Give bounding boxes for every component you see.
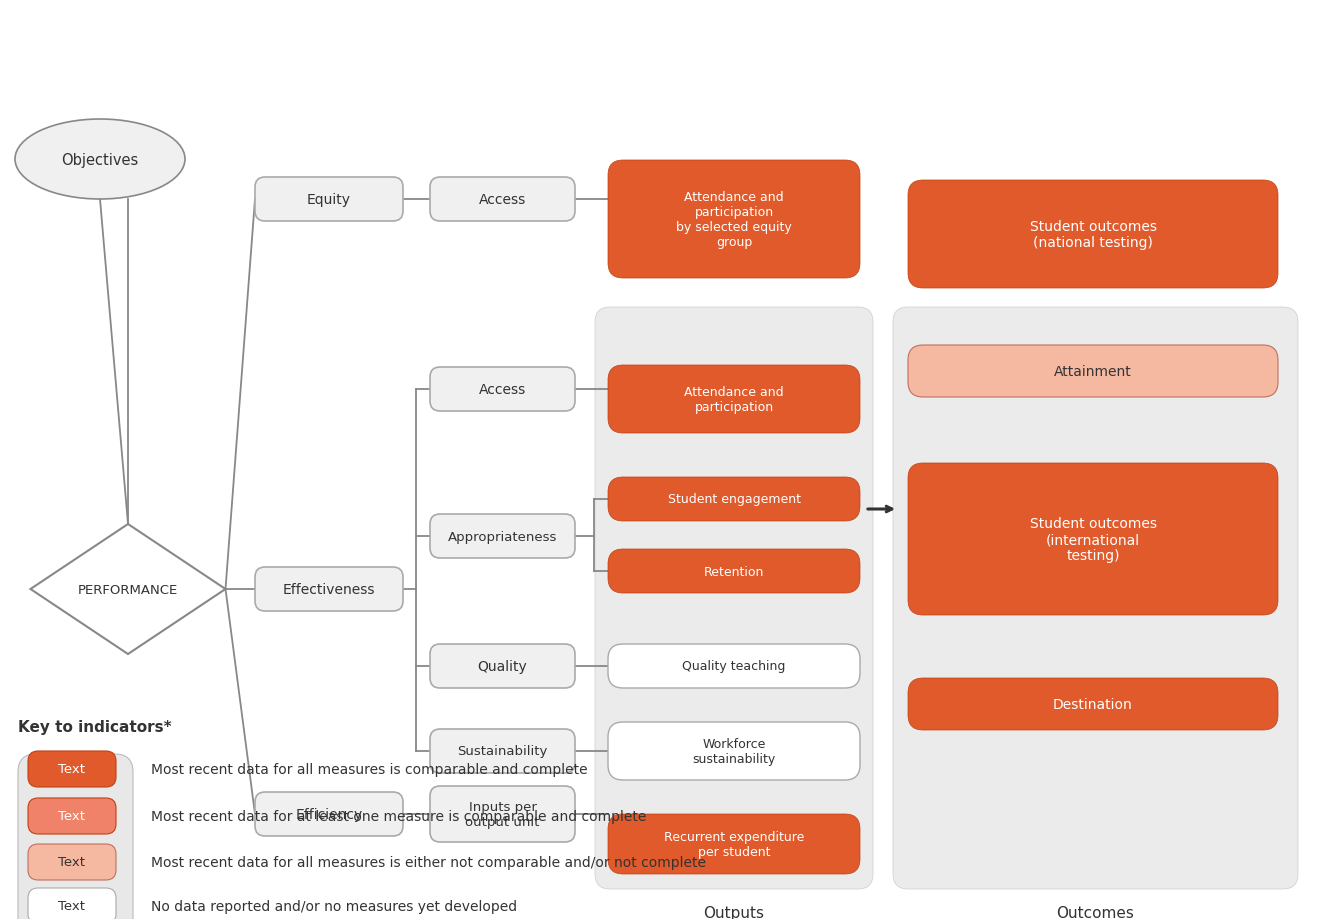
FancyBboxPatch shape <box>908 463 1279 616</box>
FancyBboxPatch shape <box>254 567 403 611</box>
FancyBboxPatch shape <box>431 368 575 412</box>
Text: Most recent data for at least one measure is comparable and complete: Most recent data for at least one measur… <box>151 809 647 823</box>
Text: Text: Text <box>58 856 86 868</box>
Text: Recurrent expenditure
per student: Recurrent expenditure per student <box>664 830 804 858</box>
Text: No data reported and/or no measures yet developed: No data reported and/or no measures yet … <box>151 899 517 913</box>
Text: Attendance and
participation: Attendance and participation <box>684 386 784 414</box>
FancyBboxPatch shape <box>431 729 575 773</box>
Text: Student outcomes
(national testing): Student outcomes (national testing) <box>1030 220 1157 250</box>
FancyBboxPatch shape <box>608 814 860 874</box>
Text: Access: Access <box>478 382 526 397</box>
FancyBboxPatch shape <box>254 792 403 836</box>
FancyBboxPatch shape <box>28 888 117 919</box>
Text: Destination: Destination <box>1053 698 1133 711</box>
Text: PERFORMANCE: PERFORMANCE <box>78 583 178 596</box>
Ellipse shape <box>15 119 186 199</box>
FancyBboxPatch shape <box>431 786 575 842</box>
FancyBboxPatch shape <box>28 798 117 834</box>
Text: Access: Access <box>478 193 526 207</box>
Text: Effectiveness: Effectiveness <box>282 583 375 596</box>
Text: Text: Text <box>58 763 86 776</box>
FancyBboxPatch shape <box>431 644 575 688</box>
FancyBboxPatch shape <box>908 181 1279 289</box>
Text: Outcomes: Outcomes <box>1056 905 1134 919</box>
FancyBboxPatch shape <box>431 177 575 221</box>
Text: Sustainability: Sustainability <box>457 744 547 757</box>
Text: Attendance and
participation
by selected equity
group: Attendance and participation by selected… <box>676 191 792 249</box>
FancyBboxPatch shape <box>608 161 860 278</box>
Text: Key to indicators*: Key to indicators* <box>19 720 172 734</box>
Text: Efficiency: Efficiency <box>295 807 363 821</box>
Text: Outputs: Outputs <box>704 905 765 919</box>
FancyBboxPatch shape <box>28 751 117 788</box>
Text: Retention: Retention <box>704 565 765 578</box>
FancyBboxPatch shape <box>608 722 860 780</box>
Text: Attainment: Attainment <box>1055 365 1132 379</box>
Text: Most recent data for all measures is comparable and complete: Most recent data for all measures is com… <box>151 762 587 777</box>
Text: Quality: Quality <box>477 659 527 674</box>
Text: Equity: Equity <box>307 193 351 207</box>
FancyBboxPatch shape <box>893 308 1298 889</box>
FancyBboxPatch shape <box>28 844 117 880</box>
Text: Objectives: Objectives <box>61 153 139 167</box>
FancyBboxPatch shape <box>608 366 860 434</box>
Text: Quality teaching: Quality teaching <box>682 660 786 673</box>
Text: Most recent data for all measures is either not comparable and/or not complete: Most recent data for all measures is eit… <box>151 855 706 869</box>
Text: Student engagement: Student engagement <box>668 493 800 506</box>
Text: Text: Text <box>58 900 86 913</box>
Text: Workforce
sustainability: Workforce sustainability <box>693 737 775 766</box>
Text: Inputs per
output unit: Inputs per output unit <box>465 800 539 828</box>
FancyBboxPatch shape <box>908 678 1279 731</box>
FancyBboxPatch shape <box>608 478 860 521</box>
FancyBboxPatch shape <box>431 515 575 559</box>
Text: Text: Text <box>58 810 86 823</box>
Text: Student outcomes
(international
testing): Student outcomes (international testing) <box>1030 516 1157 562</box>
Text: Appropriateness: Appropriateness <box>448 530 558 543</box>
FancyBboxPatch shape <box>19 754 132 919</box>
Polygon shape <box>30 525 225 654</box>
FancyBboxPatch shape <box>608 644 860 688</box>
FancyBboxPatch shape <box>595 308 873 889</box>
FancyBboxPatch shape <box>254 177 403 221</box>
FancyBboxPatch shape <box>908 346 1279 398</box>
FancyBboxPatch shape <box>608 550 860 594</box>
